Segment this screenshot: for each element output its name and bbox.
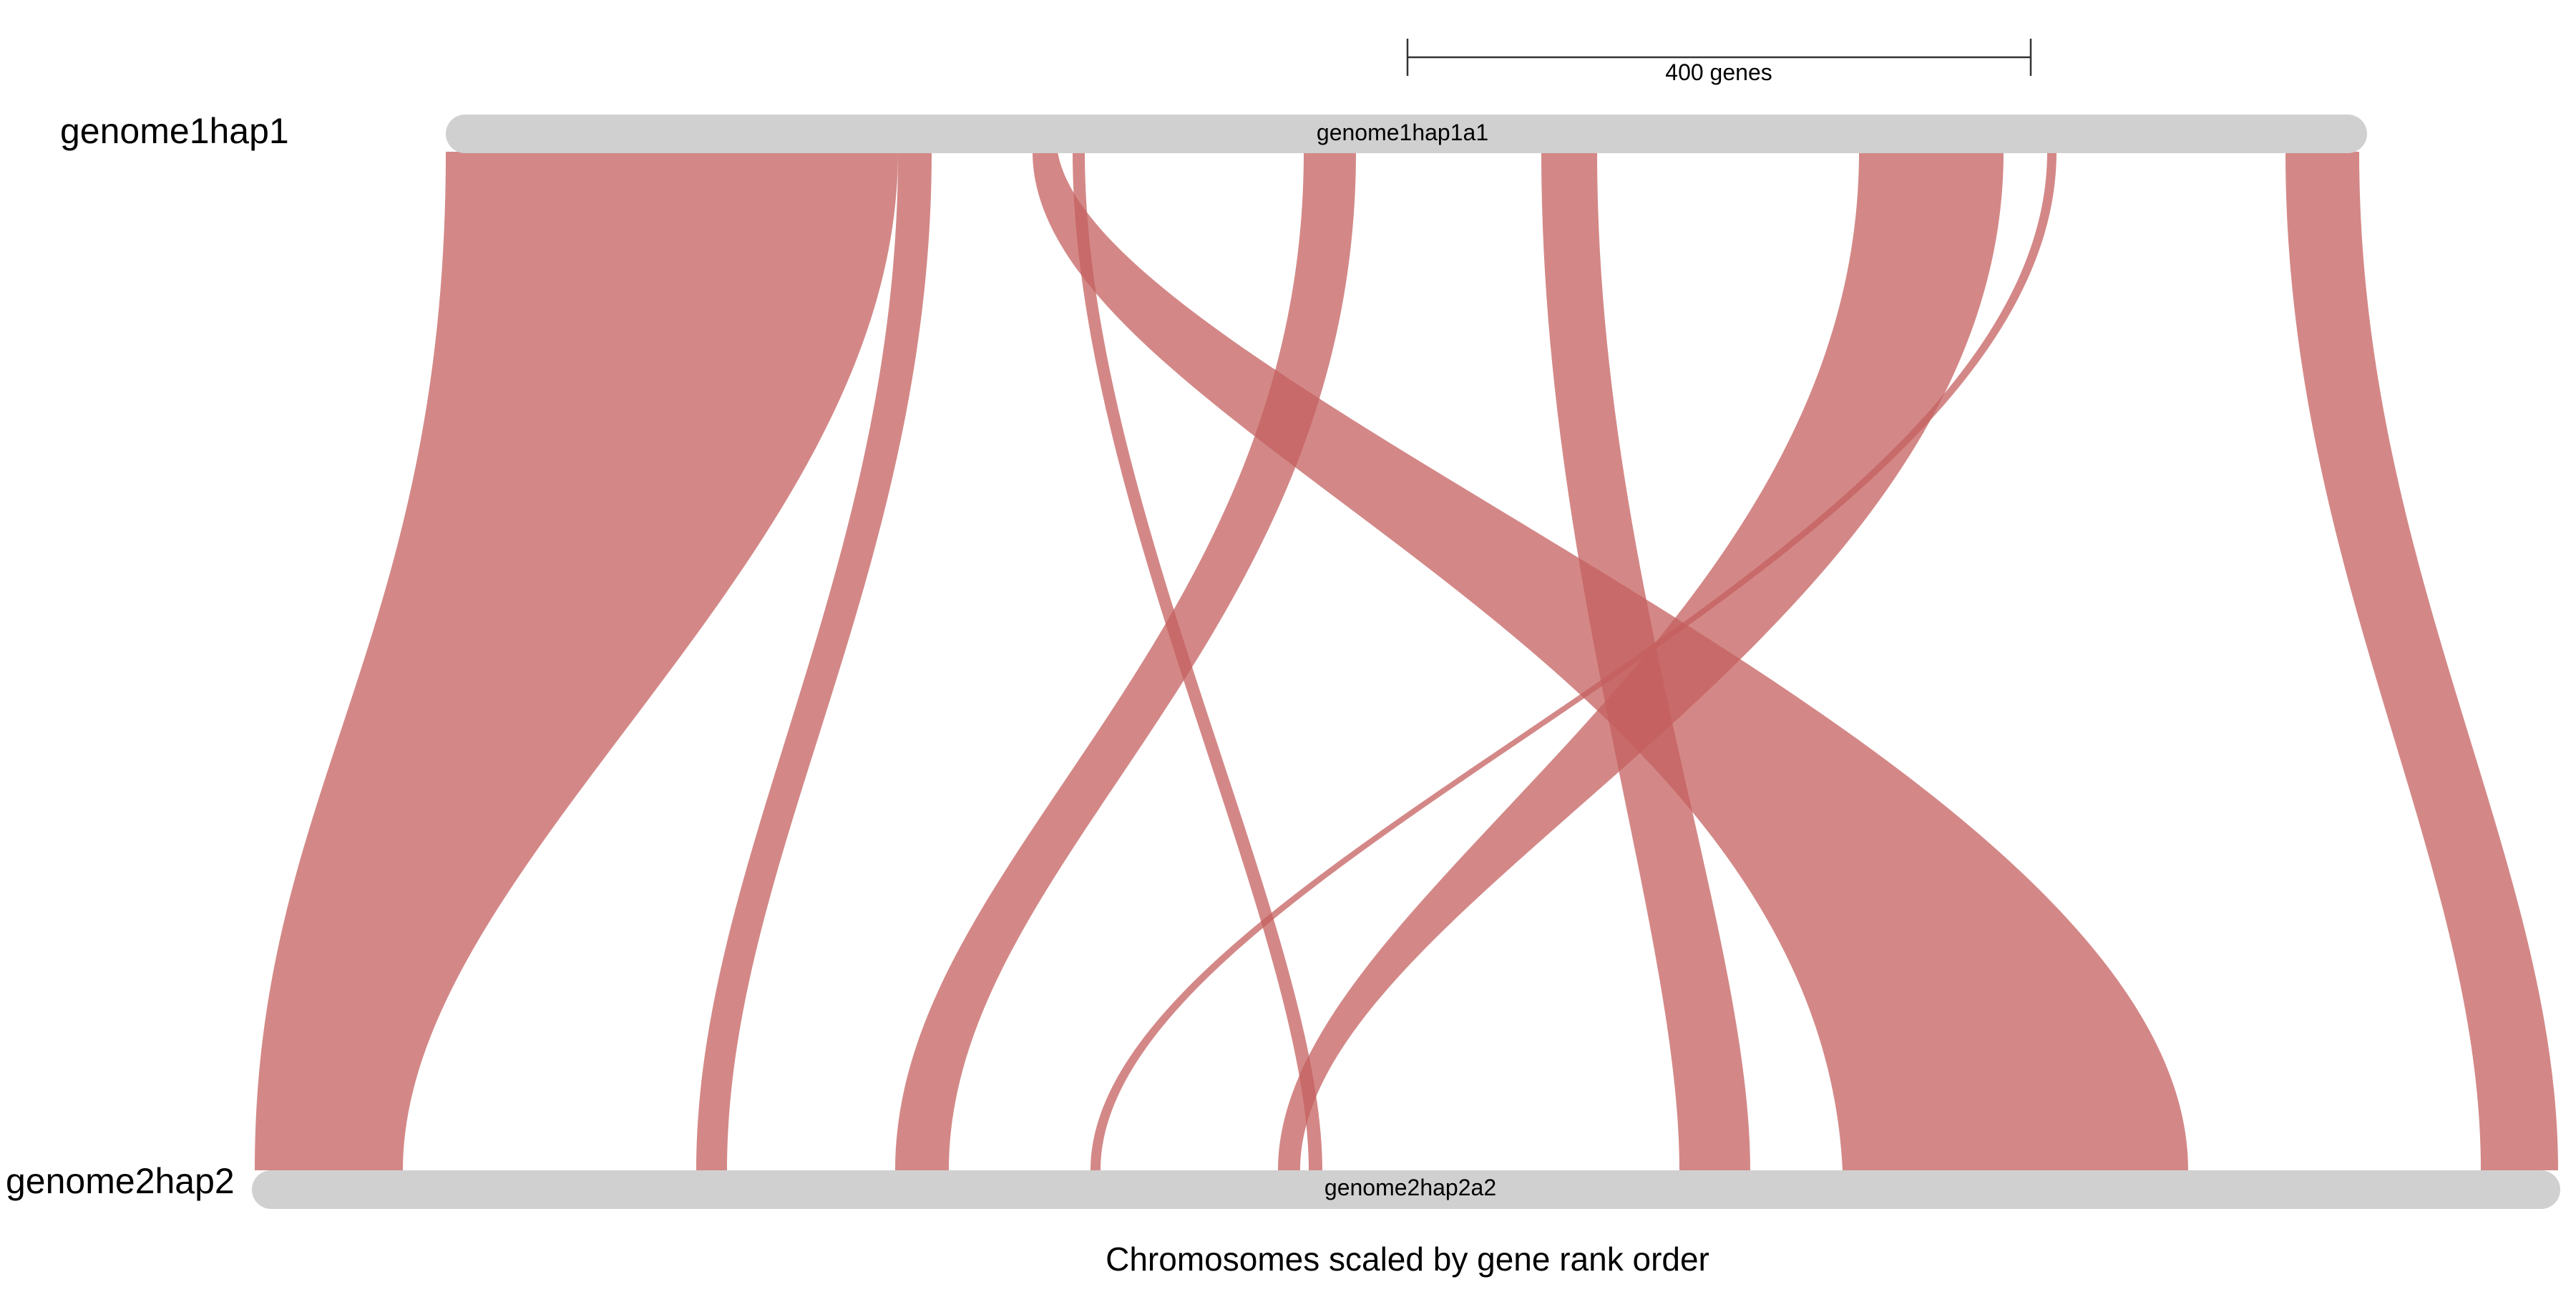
chromosome-label-top: genome1hap1a1 xyxy=(1317,120,1488,145)
synteny-ribbons xyxy=(255,152,2558,1170)
synteny-ribbon-7 xyxy=(1278,152,2004,1170)
genome-label-bottom: genome2hap2 xyxy=(6,1161,235,1201)
synteny-ribbon-9 xyxy=(2285,152,2558,1170)
chromosome-label-bottom: genome2hap2a2 xyxy=(1324,1175,1496,1200)
scale-bar-label: 400 genes xyxy=(1665,59,1772,85)
synteny-ribbon-4 xyxy=(1073,152,1322,1170)
scale-bar xyxy=(1406,39,2032,76)
axis-caption: Chromosomes scaled by gene rank order xyxy=(1106,1240,1709,1278)
synteny-ribbon-5 xyxy=(895,152,1356,1170)
chromosome-bar-top[interactable] xyxy=(446,115,2367,153)
genome-label-top: genome1hap1 xyxy=(60,111,289,151)
synteny-ribbon-2 xyxy=(696,152,932,1170)
synteny-ribbon-1 xyxy=(255,152,898,1170)
chromosome-bar-bottom[interactable] xyxy=(252,1170,2560,1209)
